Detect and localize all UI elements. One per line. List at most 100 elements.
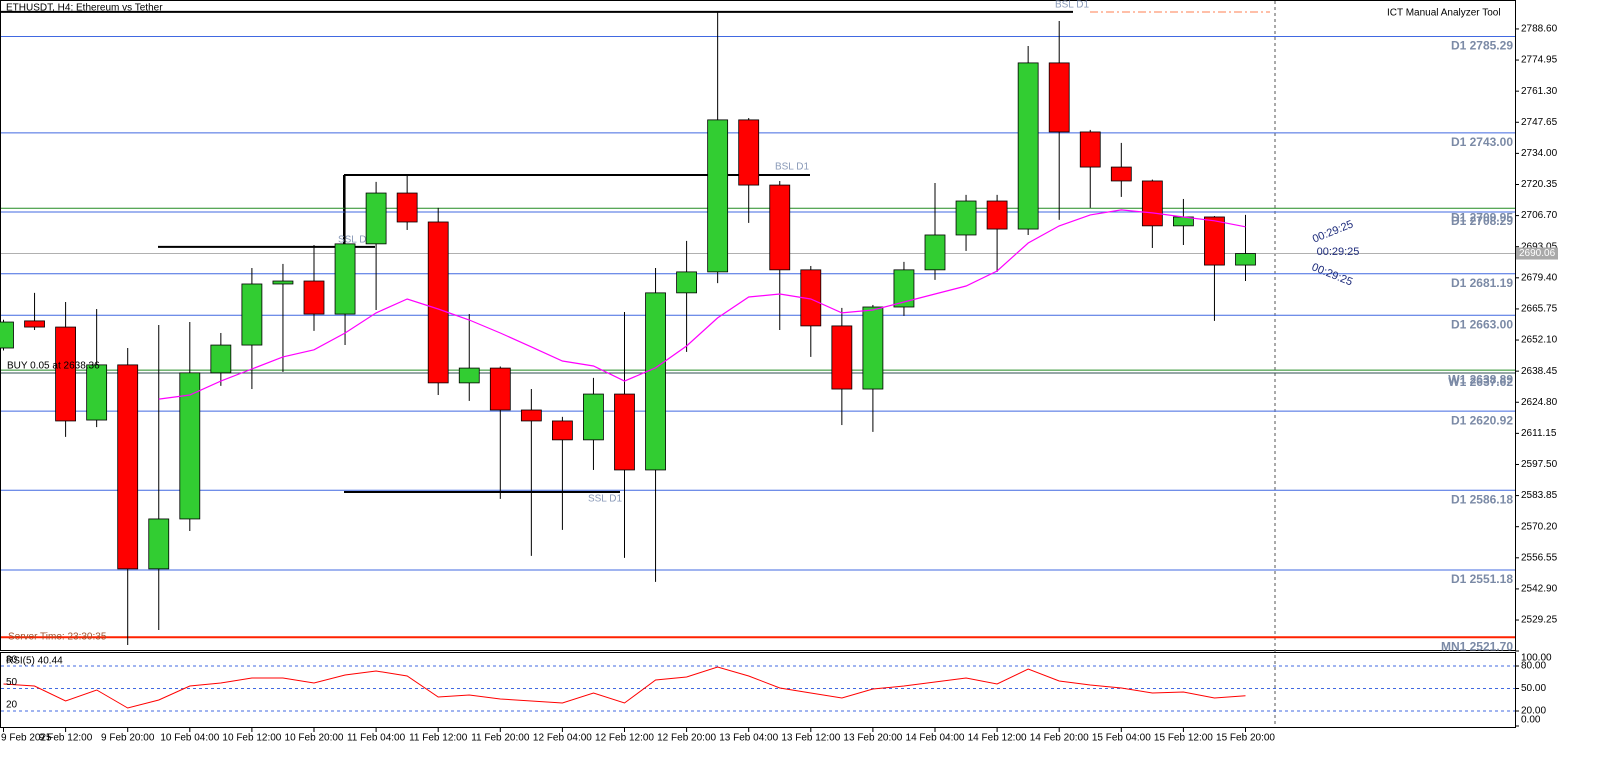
level-label: D1 2663.00 xyxy=(1451,317,1513,331)
candle-body xyxy=(86,364,108,421)
y-tick-label: 2542.90 xyxy=(1521,584,1558,595)
liquidity-label: BSL D1 xyxy=(775,162,810,173)
candle-body xyxy=(1048,62,1070,133)
x-tick-label: 10 Feb 12:00 xyxy=(222,733,281,744)
candle-body xyxy=(117,364,139,570)
candle-body xyxy=(334,243,356,315)
y-tick-label: 2734.00 xyxy=(1521,148,1558,159)
candle-body xyxy=(924,234,946,271)
x-tick-label: 15 Feb 04:00 xyxy=(1092,733,1151,744)
y-tick-label: 2570.20 xyxy=(1521,521,1558,532)
y-tick-label: 2583.85 xyxy=(1521,490,1558,501)
server-time: Server Time: 23:30:35 xyxy=(8,632,107,643)
candle-body xyxy=(489,367,511,411)
rsi-level-label: 50 xyxy=(6,677,18,688)
candle-body xyxy=(55,326,76,422)
rsi-line xyxy=(3,666,1246,709)
x-tick-label: 12 Feb 12:00 xyxy=(595,733,654,744)
y-tick-label: 2706.70 xyxy=(1521,210,1558,221)
y-tick-label: 2720.35 xyxy=(1521,179,1558,190)
level-label: D1 2709.95 xyxy=(1451,210,1513,224)
candle-body xyxy=(583,393,604,441)
candle-body xyxy=(427,221,449,384)
candle-body xyxy=(1110,166,1132,182)
candle-body xyxy=(179,372,201,520)
chart-title: ETHUSDT, H4: Ethereum vs Tether xyxy=(6,3,163,14)
rsi-level-label: 80 xyxy=(6,655,18,666)
candle-body xyxy=(552,420,573,441)
liquidity-label: SSL D1 xyxy=(588,494,623,505)
candle-body xyxy=(303,280,325,315)
candle-body xyxy=(707,119,729,273)
y-tick-label: 2747.65 xyxy=(1521,117,1558,128)
candle-body xyxy=(272,280,294,285)
rsi-panel xyxy=(0,652,1516,728)
rsi-title: RSI(5) 40.44 xyxy=(6,656,63,667)
x-tick-label: 12 Feb 20:00 xyxy=(657,733,716,744)
x-tick-label: 10 Feb 20:00 xyxy=(285,733,344,744)
y-tick-label: 2665.75 xyxy=(1521,304,1558,315)
liquidity-label: SSL D1 xyxy=(338,234,373,245)
candle-body xyxy=(1235,253,1256,266)
level-label: W1 2637.62 xyxy=(1448,375,1513,389)
x-tick-label: 14 Feb 12:00 xyxy=(968,733,1027,744)
moving-average xyxy=(158,209,1246,400)
x-tick-label: 9 Feb 2025 xyxy=(1,733,52,744)
rsi-tick-label: 80.00 xyxy=(1521,661,1546,672)
y-tick-label: 2652.10 xyxy=(1521,335,1558,346)
rsi-tick-label: 100.00 xyxy=(1521,653,1552,664)
x-tick-label: 13 Feb 20:00 xyxy=(843,733,902,744)
level-label: D1 2620.92 xyxy=(1451,413,1513,427)
rsi-level-label: 20 xyxy=(6,700,18,711)
level-label: D1 2708.29 xyxy=(1451,214,1513,228)
level-label: MN1 2521.70 xyxy=(1441,639,1513,653)
x-tick-label: 13 Feb 04:00 xyxy=(719,733,778,744)
y-tick-label: 2679.40 xyxy=(1521,272,1558,283)
y-tick-label: 2556.55 xyxy=(1521,552,1558,563)
x-tick-label: 9 Feb 20:00 xyxy=(101,733,155,744)
x-tick-label: 15 Feb 12:00 xyxy=(1154,733,1213,744)
level-label: W1 2638.89 xyxy=(1448,372,1513,386)
y-tick-label: 2638.45 xyxy=(1521,366,1558,377)
candle-body xyxy=(24,320,45,328)
level-label: D1 2785.29 xyxy=(1451,39,1513,53)
candle-body xyxy=(614,393,635,471)
candle-body xyxy=(645,292,666,471)
candle-body xyxy=(955,200,977,236)
level-label: D1 2681.19 xyxy=(1451,276,1513,290)
order-label: BUY 0.05 at 2638.36 xyxy=(7,361,100,372)
x-tick-label: 10 Feb 04:00 xyxy=(160,733,219,744)
y-tick-label: 2788.60 xyxy=(1521,24,1558,35)
y-tick-label: 2761.30 xyxy=(1521,86,1558,97)
rsi-tick-label: 20.00 xyxy=(1521,706,1546,717)
candle-body xyxy=(986,200,1008,230)
countdown: 00:29:25 xyxy=(1317,246,1360,258)
candle-body xyxy=(148,518,170,570)
tool-label: ICT Manual Analyzer Tool xyxy=(1387,8,1501,19)
level-label: D1 2586.18 xyxy=(1451,492,1513,506)
x-tick-label: 9 Feb 12:00 xyxy=(39,733,93,744)
candle-body xyxy=(458,367,480,384)
candle-body xyxy=(862,306,884,390)
y-tick-label: 2597.50 xyxy=(1521,459,1558,470)
x-tick-label: 12 Feb 04:00 xyxy=(533,733,592,744)
x-tick-label: 13 Feb 12:00 xyxy=(781,733,840,744)
candle-body xyxy=(1017,62,1039,230)
candle-body xyxy=(676,271,697,294)
x-tick-label: 11 Feb 04:00 xyxy=(347,733,406,744)
candle-body xyxy=(893,269,915,308)
y-tick-label: 2693.05 xyxy=(1521,241,1558,252)
y-tick-label: 2624.80 xyxy=(1521,397,1558,408)
candle-body xyxy=(396,192,418,223)
rsi-tick-label: 0.00 xyxy=(1521,715,1541,726)
candle-body xyxy=(1204,216,1225,266)
y-tick-label: 2611.15 xyxy=(1521,428,1557,439)
y-tick-label: 2529.25 xyxy=(1521,615,1558,626)
y-tick-label: 2774.95 xyxy=(1521,55,1558,66)
level-label: D1 2551.18 xyxy=(1451,572,1513,586)
candle-body xyxy=(210,344,232,374)
candle-body xyxy=(520,409,542,422)
candle-body xyxy=(738,119,760,186)
price-tag-label: 2690.06 xyxy=(1519,248,1556,259)
